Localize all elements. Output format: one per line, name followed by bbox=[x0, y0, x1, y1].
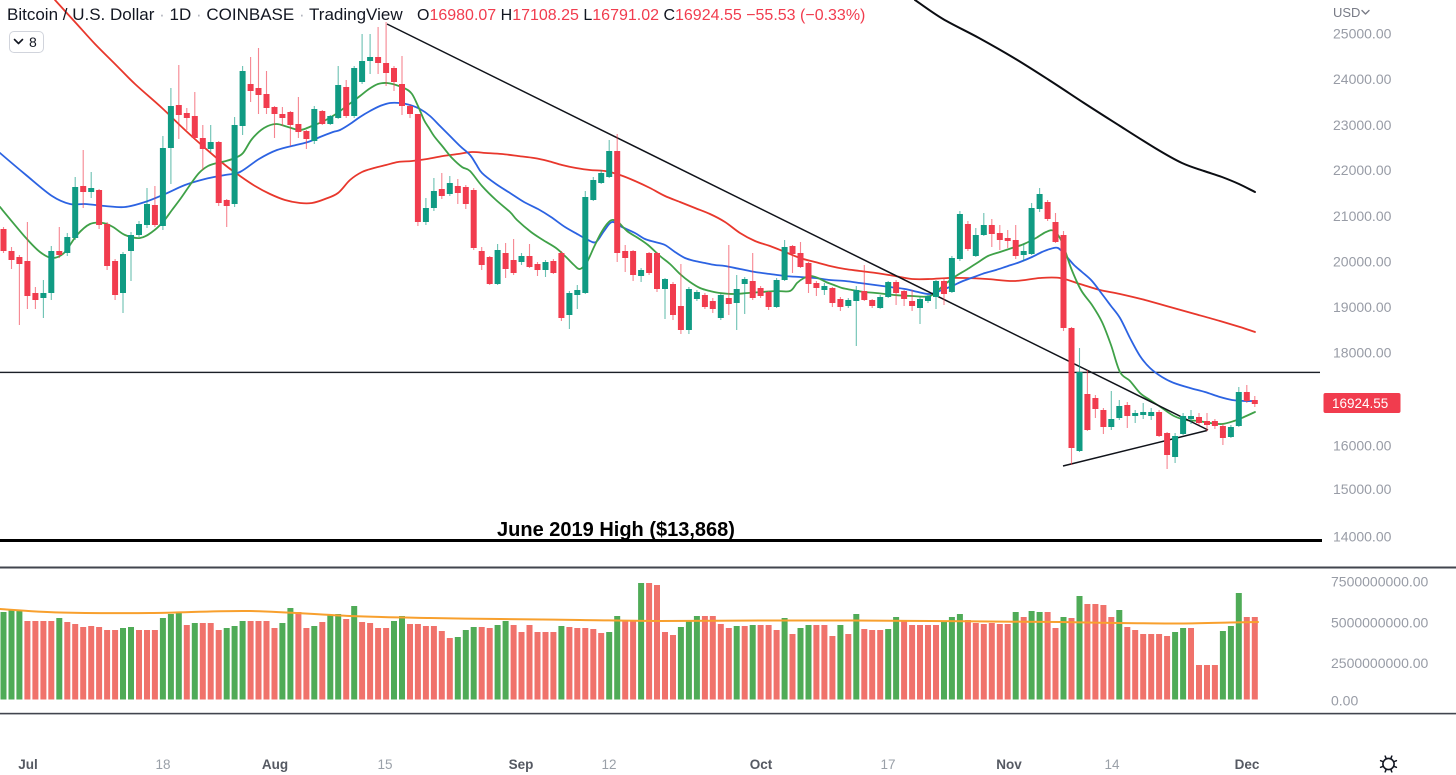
svg-text:8: 8 bbox=[29, 34, 37, 50]
svg-text:24000.00: 24000.00 bbox=[1333, 71, 1392, 87]
svg-text:Dec: Dec bbox=[1235, 757, 1260, 772]
svg-text:21000.00: 21000.00 bbox=[1333, 208, 1392, 224]
svg-text:20000.00: 20000.00 bbox=[1333, 253, 1392, 269]
svg-text:14: 14 bbox=[1104, 757, 1120, 772]
svg-text:USD: USD bbox=[1333, 5, 1360, 20]
svg-text:19000.00: 19000.00 bbox=[1333, 299, 1392, 315]
svg-text:12: 12 bbox=[601, 757, 616, 772]
svg-text:O16980.07 H17108.25 L16791.0: O16980.07 H17108.25 L16791.02 C16924.55 … bbox=[417, 7, 865, 24]
svg-text:Aug: Aug bbox=[262, 757, 288, 772]
svg-text:Bitcoin / U.S. Dollar · 1D · C: Bitcoin / U.S. Dollar · 1D · COINBASE · … bbox=[7, 5, 403, 24]
svg-text:16924.55: 16924.55 bbox=[1332, 396, 1388, 411]
svg-text:17: 17 bbox=[880, 757, 895, 772]
svg-text:Oct: Oct bbox=[750, 757, 773, 772]
svg-text:0.00: 0.00 bbox=[1331, 693, 1358, 709]
svg-text:23000.00: 23000.00 bbox=[1333, 117, 1392, 133]
svg-text:Jul: Jul bbox=[18, 757, 38, 772]
svg-text:14000.00: 14000.00 bbox=[1333, 529, 1392, 545]
svg-text:15000.00: 15000.00 bbox=[1333, 481, 1392, 497]
svg-text:7500000000.00: 7500000000.00 bbox=[1331, 574, 1429, 590]
svg-text:25000.00: 25000.00 bbox=[1333, 26, 1392, 42]
svg-text:15: 15 bbox=[377, 757, 392, 772]
svg-text:2500000000.00: 2500000000.00 bbox=[1331, 655, 1429, 671]
svg-text:16000.00: 16000.00 bbox=[1333, 438, 1392, 454]
svg-text:18: 18 bbox=[155, 757, 170, 772]
svg-text:Nov: Nov bbox=[996, 757, 1022, 772]
svg-text:22000.00: 22000.00 bbox=[1333, 162, 1392, 178]
svg-text:18000.00: 18000.00 bbox=[1333, 345, 1392, 361]
svg-text:June 2019 High ($13,868): June 2019 High ($13,868) bbox=[497, 519, 735, 541]
svg-text:Sep: Sep bbox=[509, 757, 534, 772]
svg-text:5000000000.00: 5000000000.00 bbox=[1331, 615, 1429, 631]
